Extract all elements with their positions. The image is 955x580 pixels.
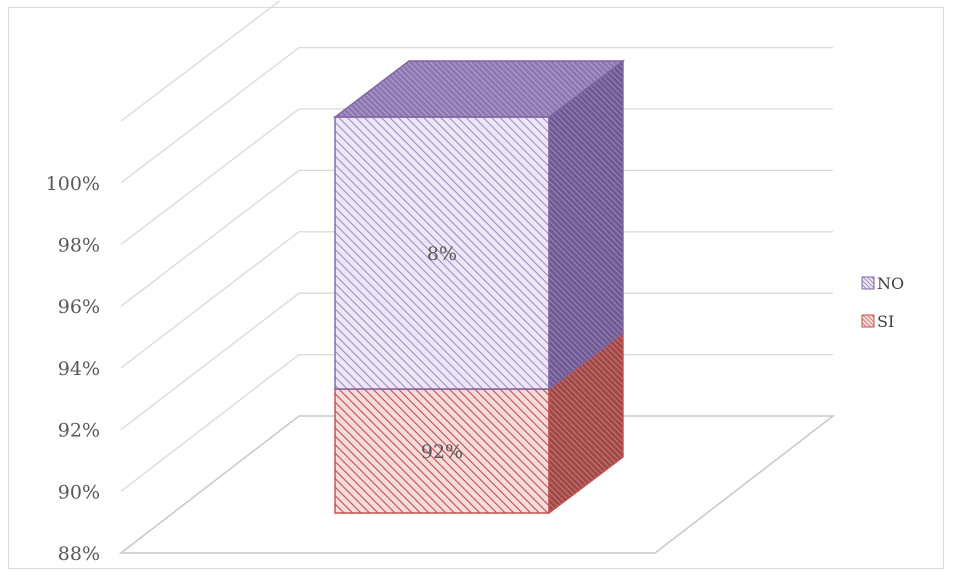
side-gridline [120,47,300,184]
legend-label-no: NO [877,274,904,293]
legend-swatch-si [861,314,875,328]
side-gridline [120,108,300,246]
legend: NO SI [861,274,904,331]
side-gridline [120,169,300,307]
y-tick-label: 90% [58,481,100,503]
y-axis-tick-labels: 88% 90% 92% 94% 96% 98% 100% [46,173,100,565]
y-tick-label: 98% [58,235,100,257]
bar-stack [332,59,626,515]
bar-segment-no-side [548,59,624,391]
side-gridline [120,292,300,431]
legend-label-si: SI [877,312,894,331]
data-label-no: 8% [427,243,457,265]
side-gridline [120,354,300,492]
legend-swatch-no [861,276,875,290]
side-gridline [120,231,300,369]
y-tick-label: 94% [58,358,100,380]
chart-frame: 88% 90% 92% 94% 96% 98% 100% 92% 8% NO SI [8,1,944,569]
y-tick-label: 96% [58,296,100,318]
data-label-si: 92% [421,441,463,463]
side-gridline [120,1,281,122]
y-tick-label: 92% [58,420,100,442]
bar-segment-no-top [332,60,626,118]
y-tick-label: 88% [58,543,100,565]
data-labels: 92% 8% [421,243,463,463]
y-tick-label: 100% [46,173,100,195]
floor-plane [118,415,836,554]
